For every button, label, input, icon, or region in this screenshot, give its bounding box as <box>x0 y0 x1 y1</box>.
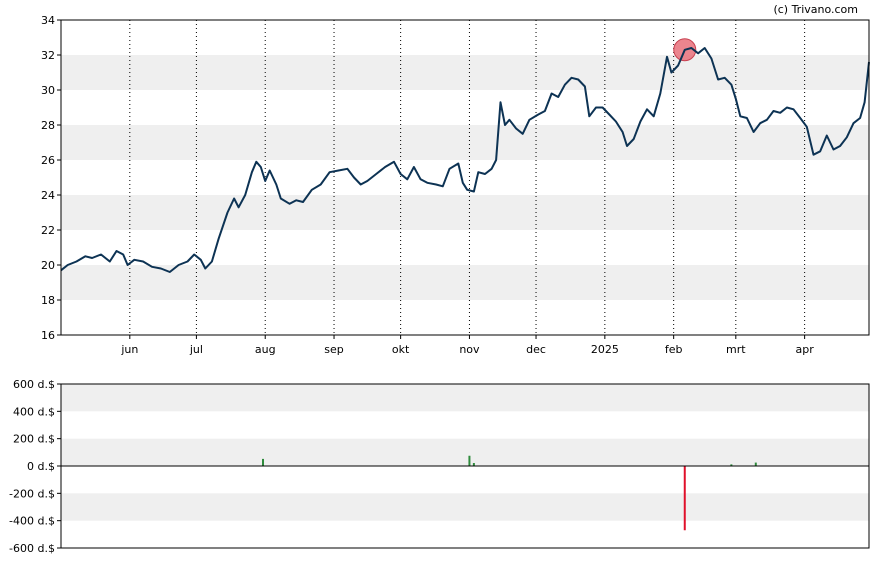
volume-grid-band <box>61 384 869 412</box>
volume-y-tick-label: -600 d.$ <box>9 542 55 555</box>
volume-y-tick-label: 400 d.$ <box>13 405 55 418</box>
price-y-tick-label: 22 <box>41 224 55 237</box>
volume-grid-bands <box>61 384 869 521</box>
price-x-tick-label: aug <box>255 343 276 356</box>
price-y-tick-label: 24 <box>41 189 55 202</box>
price-y-tick-label: 18 <box>41 294 55 307</box>
price-x-tick-label: jun <box>120 343 138 356</box>
price-x-tick-label: feb <box>665 343 683 356</box>
price-chart: 16 18 20 22 24 26 28 30 32 34 jun jul aug sep okt nov d… <box>41 3 870 356</box>
price-x-tick-label: sep <box>324 343 343 356</box>
price-grid-band <box>61 55 869 90</box>
volume-bars <box>262 455 757 531</box>
price-y-tick-label: 28 <box>41 119 55 132</box>
volume-y-tick-label: -200 d.$ <box>9 487 55 500</box>
price-grid-bands <box>61 55 869 300</box>
credit-text: (c) Trivano.com <box>773 3 858 16</box>
price-x-tick-label: apr <box>796 343 815 356</box>
volume-y-tick-label: 200 d.$ <box>13 433 55 446</box>
price-y-tick-label: 30 <box>41 84 55 97</box>
price-y-tick-label: 16 <box>41 329 55 342</box>
price-y-tick-label: 26 <box>41 154 55 167</box>
volume-y-tick-label: 0 d.$ <box>27 460 55 473</box>
price-x-tick-label: dec <box>526 343 546 356</box>
price-grid-band <box>61 125 869 160</box>
price-y-tick-label: 20 <box>41 259 55 272</box>
price-x-axis: jun jul aug sep okt nov dec 2025 feb mrt apr <box>120 335 814 356</box>
volume-chart: 600 d.$ 400 d.$ 200 d.$ 0 d.$ -200 d.$ -400 d… <box>9 378 870 555</box>
price-x-tick-label: nov <box>459 343 480 356</box>
price-x-tick-label: mrt <box>726 343 746 356</box>
volume-y-axis: 600 d.$ 400 d.$ 200 d.$ 0 d.$ -200 d.$ -400 d… <box>9 378 61 555</box>
price-x-tick-label: 2025 <box>591 343 619 356</box>
price-grid-band <box>61 195 869 230</box>
price-plot-frame <box>60 19 870 336</box>
price-y-tick-label: 32 <box>41 49 55 62</box>
price-y-axis: 16 18 20 22 24 26 28 30 32 34 <box>41 14 61 342</box>
volume-y-tick-label: -400 d.$ <box>9 515 55 528</box>
volume-y-tick-label: 600 d.$ <box>13 378 55 391</box>
price-series-line <box>60 47 870 273</box>
price-y-tick-label: 34 <box>41 14 55 27</box>
volume-grid-band <box>61 438 869 466</box>
price-x-tick-label: okt <box>392 343 410 356</box>
volume-grid-band <box>61 493 869 521</box>
price-x-tick-label: jul <box>189 343 203 356</box>
volume-plot-frame <box>60 383 870 549</box>
price-grid-band <box>61 265 869 300</box>
price-month-gridlines <box>129 20 806 335</box>
